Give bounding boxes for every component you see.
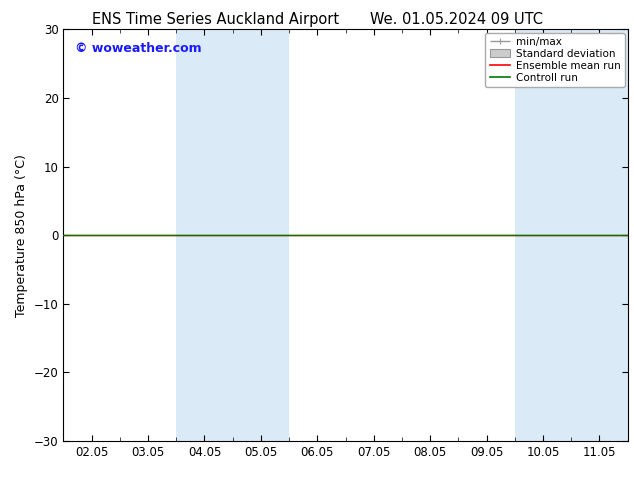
- Y-axis label: Temperature 850 hPa (°C): Temperature 850 hPa (°C): [15, 154, 29, 317]
- Text: © woweather.com: © woweather.com: [75, 42, 202, 55]
- Legend: min/max, Standard deviation, Ensemble mean run, Controll run: min/max, Standard deviation, Ensemble me…: [486, 32, 624, 87]
- Text: We. 01.05.2024 09 UTC: We. 01.05.2024 09 UTC: [370, 12, 543, 27]
- Text: ENS Time Series Auckland Airport: ENS Time Series Auckland Airport: [92, 12, 339, 27]
- Bar: [176, 29, 289, 441]
- Bar: [515, 29, 628, 441]
